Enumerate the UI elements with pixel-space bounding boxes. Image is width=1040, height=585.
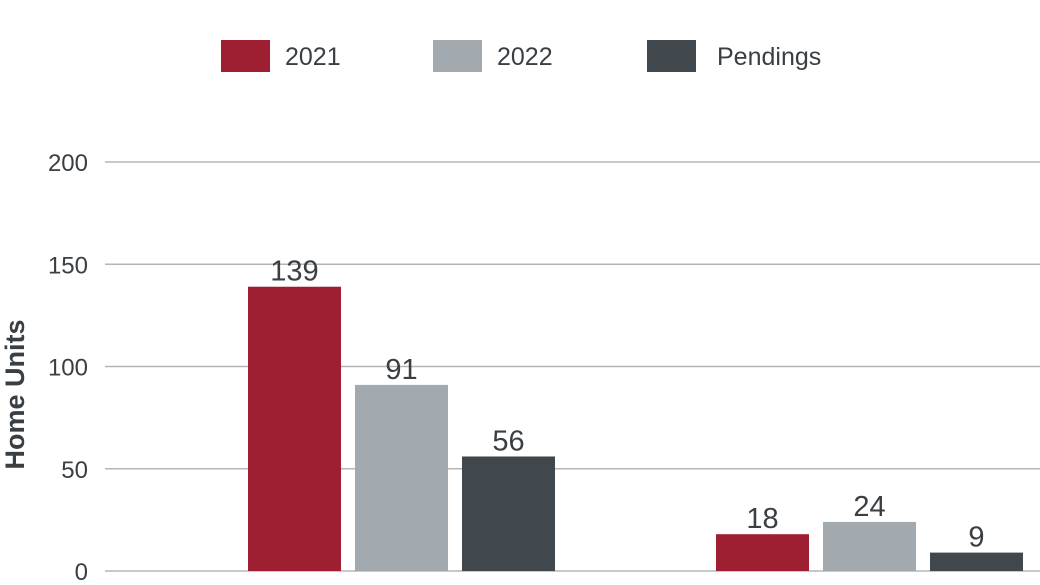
y-tick-label-150: 150 [48,252,88,279]
legend-swatch-2021 [221,40,270,72]
legend-swatch-2022 [433,40,482,72]
legend-label-2022: 2022 [497,43,553,71]
y-tick-label-200: 200 [48,150,88,177]
data-labels: 139 18 91 24 56 9 [270,256,984,554]
data-label-2022-2: 24 [853,491,885,523]
legend-label-2021: 2021 [285,43,341,71]
bar-2021-2 [716,534,809,571]
bar-2021-1 [248,286,341,571]
bar-pendings-1 [462,456,555,571]
bars [248,286,1023,571]
y-axis-ticks: 0 50 100 150 200 [48,150,88,585]
data-label-2021-2: 18 [746,503,778,535]
data-label-2021-1: 139 [270,256,318,288]
legend: 2021 2022 Pendings [221,40,821,72]
bar-2022-2 [823,521,916,571]
data-label-pendings-2: 9 [968,522,984,554]
data-label-2022-1: 91 [385,354,417,386]
legend-swatch-pendings [647,40,696,72]
bar-pendings-2 [930,552,1023,571]
y-tick-label-0: 0 [75,559,88,585]
gridlines [105,161,1040,572]
legend-label-pendings: Pendings [717,43,821,71]
y-tick-label-50: 50 [61,457,88,484]
y-axis-title: Home Units [0,319,30,469]
data-label-pendings-1: 56 [492,425,524,457]
y-tick-label-100: 100 [48,355,88,382]
bar-2022-1 [355,384,448,571]
